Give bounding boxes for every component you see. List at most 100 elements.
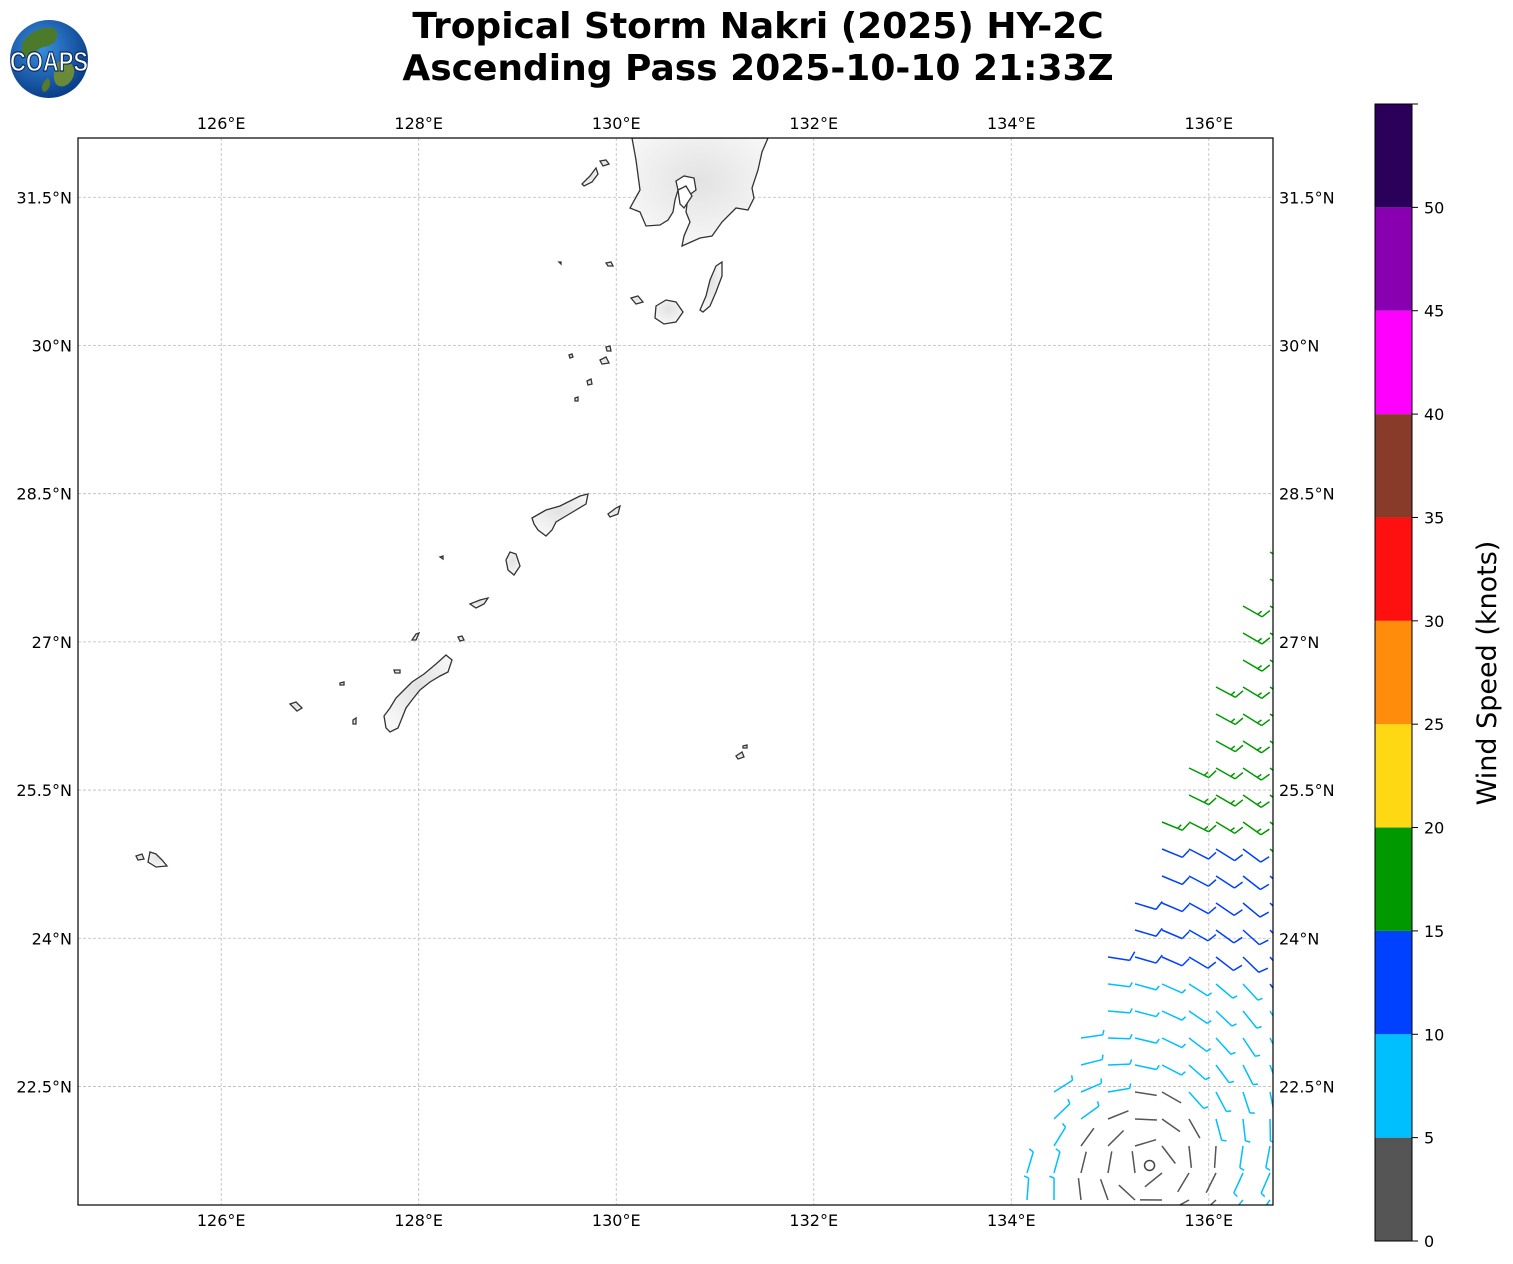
wind-barb — [1161, 902, 1190, 913]
wind-barb — [1215, 848, 1244, 862]
wind-barb — [1242, 1118, 1251, 1143]
colorbar-tick-label: 45 — [1424, 302, 1444, 321]
wind-barb — [1161, 821, 1190, 831]
colorbar-bin — [1375, 827, 1412, 931]
x-ticks-bottom: 126°E 128°E 130°E 132°E 134°E 136°E — [197, 1211, 1233, 1230]
island — [438, 555, 444, 561]
colorbar-tick-label: 25 — [1424, 715, 1444, 734]
wind-barb — [1188, 1010, 1212, 1025]
map-subtitle: Ascending Pass 2025-10-10 21:33Z — [402, 48, 1114, 89]
wind-barb — [1215, 902, 1243, 917]
wind-barb — [1233, 1172, 1244, 1198]
y-tick-label-left: 27°N — [32, 633, 72, 652]
wind-barb — [1215, 794, 1244, 807]
colorbar-tick-label: 50 — [1424, 198, 1444, 217]
wind-barb — [1161, 983, 1187, 994]
x-tick-label-bottom: 132°E — [789, 1211, 838, 1230]
x-tick-label-bottom: 128°E — [394, 1211, 443, 1230]
colorbar-bin — [1375, 724, 1412, 828]
y-tick-label-right: 31.5°N — [1279, 188, 1335, 207]
wind-barb — [1269, 1010, 1273, 1018]
colorbar-ticks: 0 5 10 15 20 25 30 35 40 45 50 — [1412, 103, 1444, 1251]
wind-barb — [1242, 929, 1269, 946]
wind-barb — [1134, 1064, 1160, 1071]
wind-barb — [1134, 983, 1160, 991]
x-tick-label-top: 126°E — [197, 114, 246, 133]
island — [699, 260, 723, 313]
wind-barb — [1215, 713, 1244, 726]
wind-barb — [1242, 848, 1270, 863]
wind-barb — [1161, 1118, 1181, 1133]
wind-barb — [1188, 956, 1217, 969]
wind-barb — [1144, 1172, 1163, 1188]
y-tick-label-right: 24°N — [1279, 929, 1319, 948]
wind-barb — [1107, 1151, 1113, 1174]
x-tick-label-top: 134°E — [987, 114, 1036, 133]
wind-barb — [1134, 1010, 1160, 1018]
colorbar-tick-label: 20 — [1424, 819, 1444, 838]
colorbar-bin — [1375, 517, 1412, 621]
wind-barb — [1161, 956, 1190, 967]
okinawa-island — [383, 654, 453, 733]
island — [742, 744, 748, 749]
wind-barb — [1242, 902, 1270, 918]
island — [410, 631, 421, 641]
wind-barb — [1215, 1118, 1227, 1142]
island — [604, 261, 615, 267]
wind-barb — [1260, 1172, 1271, 1198]
coaps-logo-icon: COAPS — [9, 20, 89, 98]
island — [654, 299, 684, 325]
colorbar-tick-label: 15 — [1424, 922, 1444, 941]
kyushu-bay — [677, 185, 693, 210]
y-tick-label-right: 25.5°N — [1279, 781, 1335, 800]
colorbar-label: Wind Speed (knots) — [1472, 541, 1503, 806]
wind-barb — [1269, 983, 1273, 990]
wind-barb — [1242, 1091, 1255, 1114]
wind-barb — [1188, 1118, 1201, 1139]
colorbar-bin — [1375, 1137, 1412, 1241]
y-tick-label-left: 31.5°N — [16, 188, 72, 207]
island — [505, 551, 521, 576]
colorbar-tick-label: 10 — [1424, 1025, 1444, 1044]
y-tick-label-right: 30°N — [1279, 336, 1319, 355]
wind-barb — [1134, 1037, 1160, 1044]
wind-barb — [1188, 767, 1217, 779]
storm-center-marker — [1143, 1159, 1156, 1172]
wind-barb — [1049, 1175, 1055, 1201]
wind-barb — [1242, 632, 1271, 645]
wind-barb — [1107, 951, 1136, 962]
wind-barb — [1188, 821, 1217, 833]
wind-barb — [1131, 1151, 1136, 1174]
wind-barb — [1134, 927, 1163, 937]
colorbar-bin — [1375, 1034, 1412, 1138]
wind-barb — [1265, 1199, 1271, 1205]
wind-barb — [1242, 794, 1270, 808]
island — [605, 345, 612, 352]
colorbar-tick-label: 30 — [1424, 612, 1444, 631]
wind-barb — [1080, 1078, 1103, 1093]
island — [629, 295, 645, 305]
wind-barb — [1118, 1184, 1136, 1201]
wind-barb — [1161, 1091, 1182, 1104]
y-tick-label-left: 25.5°N — [16, 781, 72, 800]
colorbar-frame — [1374, 103, 1413, 1242]
wind-barb — [1242, 956, 1269, 974]
wind-barb — [1242, 740, 1271, 754]
y-tick-label-left: 24°N — [32, 929, 72, 948]
wind-barb — [1134, 1091, 1157, 1097]
wind-barb — [1215, 929, 1243, 944]
wind-barb — [1107, 1059, 1133, 1066]
wind-barb — [1269, 956, 1273, 962]
wind-barb — [1077, 1178, 1082, 1201]
island — [457, 635, 465, 642]
globe-land — [53, 60, 75, 87]
island — [581, 166, 599, 187]
wind-barb — [1188, 983, 1213, 997]
wind-barb — [1099, 1179, 1109, 1201]
wind-barb — [1242, 713, 1271, 727]
island — [147, 851, 169, 868]
wind-barb — [1188, 929, 1217, 942]
island — [135, 853, 145, 861]
